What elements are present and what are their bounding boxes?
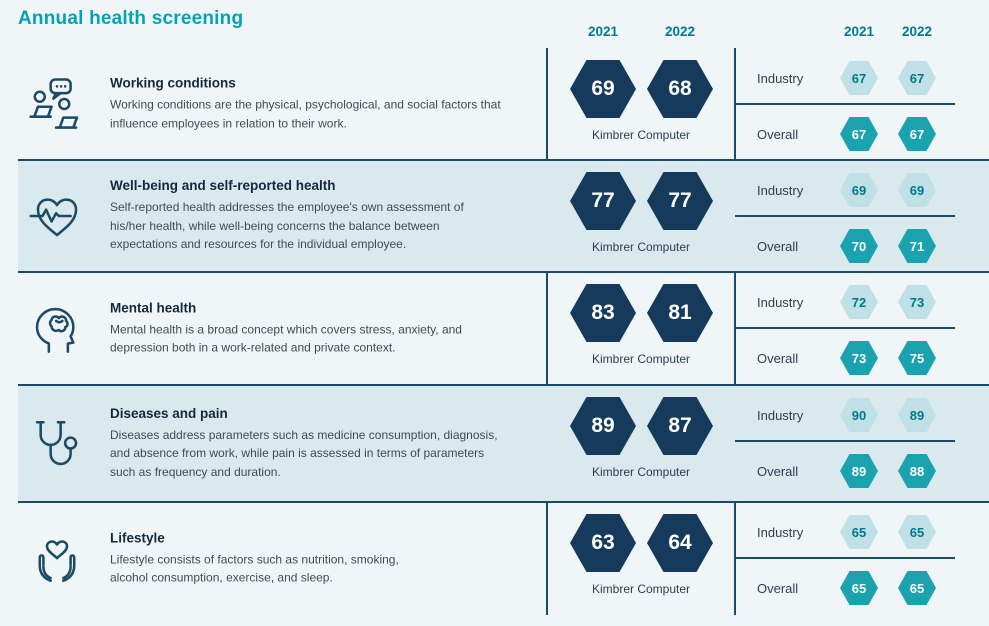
industry-score-2021: 72	[840, 285, 878, 319]
overall-label: Overall	[757, 127, 799, 142]
company-score-2021: 69	[570, 60, 636, 118]
company-label: Kimbrer Computer	[591, 465, 691, 479]
category-text: Mental health Mental health is a broad c…	[110, 300, 462, 357]
overall-score-2021: 67	[840, 117, 878, 151]
overall-label: Overall	[757, 581, 799, 596]
row-highlight-band	[18, 386, 989, 501]
category-description: Diseases address parameters such as medi…	[110, 427, 498, 479]
category-description: Lifestyle consists of factors such as nu…	[110, 551, 399, 585]
working-conditions-icon	[28, 75, 86, 133]
diseases-pain-icon	[28, 415, 86, 473]
category-title: Lifestyle	[110, 529, 165, 545]
row-divider	[18, 159, 989, 161]
overall-label: Overall	[757, 464, 799, 479]
industry-label: Industry	[757, 71, 804, 86]
industry-label: Industry	[757, 183, 804, 198]
benchmark-divider	[735, 440, 955, 442]
category-text: Diseases and pain Diseases address param…	[110, 406, 510, 482]
company-score-2022: 64	[647, 514, 713, 572]
lifestyle-icon	[28, 530, 86, 588]
row-well-being: Well-being and self-reported health Self…	[0, 160, 989, 272]
company-year-header-2021: 2021	[587, 24, 619, 39]
overall-label: Overall	[757, 239, 799, 254]
benchmark-divider	[735, 557, 955, 559]
row-lifestyle: Lifestyle Lifestyle consists of factors …	[0, 502, 989, 615]
company-score-2022: 68	[647, 60, 713, 118]
category-text: Well-being and self-reported health Self…	[110, 178, 482, 254]
overall-score-2021: 65	[840, 571, 878, 605]
industry-score-2021: 67	[840, 61, 878, 95]
category-title: Mental health	[110, 299, 197, 315]
benchmark-divider	[735, 215, 955, 217]
benchmark-year-header-2022: 2022	[901, 24, 933, 39]
benchmark-divider	[735, 327, 955, 329]
company-score-2021: 77	[570, 172, 636, 230]
column-divider-left	[546, 48, 548, 615]
industry-score-2022: 73	[898, 285, 936, 319]
category-title: Working conditions	[110, 75, 236, 91]
row-divider	[18, 271, 989, 273]
column-divider-right	[734, 48, 736, 615]
mental-health-icon	[28, 300, 86, 358]
company-label: Kimbrer Computer	[591, 128, 691, 142]
industry-score-2022: 67	[898, 61, 936, 95]
row-divider	[18, 501, 989, 503]
company-score-2022: 81	[647, 284, 713, 342]
industry-label: Industry	[757, 295, 804, 310]
company-score-2021: 83	[570, 284, 636, 342]
overall-score-2022: 65	[898, 571, 936, 605]
row-mental-health: Mental health Mental health is a broad c…	[0, 272, 989, 385]
benchmark-divider	[735, 103, 955, 105]
company-label: Kimbrer Computer	[591, 240, 691, 254]
row-diseases-pain: Diseases and pain Diseases address param…	[0, 385, 989, 502]
company-label: Kimbrer Computer	[591, 352, 691, 366]
well-being-icon	[28, 187, 86, 245]
row-divider	[18, 384, 989, 386]
overall-score-2022: 75	[898, 341, 936, 375]
industry-score-2022: 65	[898, 515, 936, 549]
company-year-header-2022: 2022	[664, 24, 696, 39]
category-title: Diseases and pain	[110, 405, 228, 421]
industry-score-2021: 65	[840, 515, 878, 549]
category-text: Lifestyle Lifestyle consists of factors …	[110, 530, 428, 587]
industry-label: Industry	[757, 408, 804, 423]
category-description: Working conditions are the physical, psy…	[110, 97, 501, 130]
company-label: Kimbrer Computer	[591, 582, 691, 596]
category-description: Self-reported health addresses the emplo…	[110, 200, 464, 252]
page-title: Annual health screening	[18, 8, 244, 29]
company-score-2022: 77	[647, 172, 713, 230]
industry-label: Industry	[757, 525, 804, 540]
row-working-conditions: Working conditions Working conditions ar…	[0, 48, 989, 160]
company-score-2021: 63	[570, 514, 636, 572]
category-description: Mental health is a broad concept which c…	[110, 321, 462, 355]
overall-score-2021: 73	[840, 341, 878, 375]
overall-score-2022: 67	[898, 117, 936, 151]
category-text: Working conditions Working conditions ar…	[110, 75, 508, 132]
benchmark-year-header-2021: 2021	[843, 24, 875, 39]
overall-label: Overall	[757, 351, 799, 366]
category-title: Well-being and self-reported health	[110, 178, 336, 194]
